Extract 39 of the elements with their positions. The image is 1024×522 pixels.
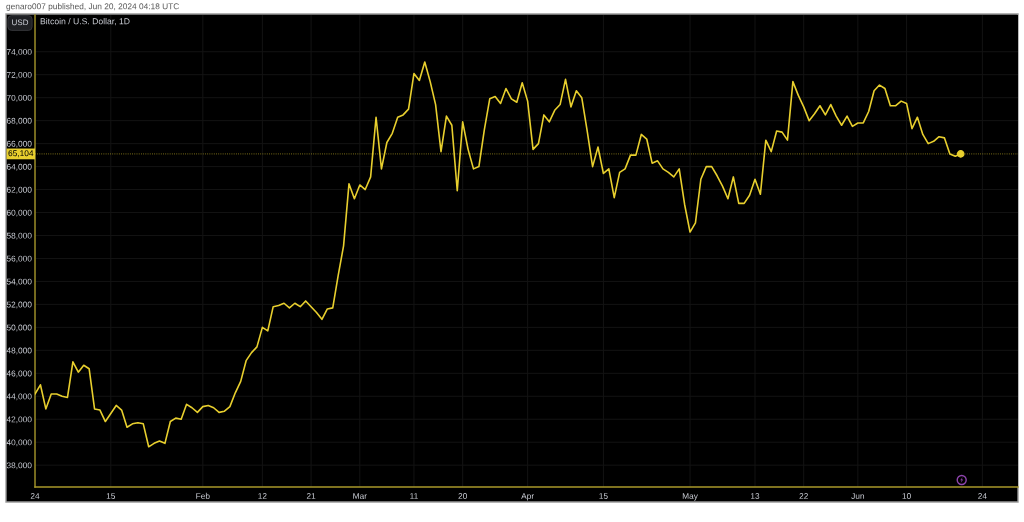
chart-title: Bitcoin / U.S. Dollar, 1D xyxy=(40,17,130,26)
x-tick-label: 21 xyxy=(306,493,316,499)
y-tick-label: 54,000 xyxy=(6,278,32,286)
x-tick-label: 20 xyxy=(458,493,467,499)
y-tick-label: 60,000 xyxy=(6,209,32,217)
y-tick-label: 68,000 xyxy=(6,117,32,125)
y-tick-label: 52,000 xyxy=(6,301,32,309)
x-tick-label: Mar xyxy=(353,493,367,499)
x-tick-label: 15 xyxy=(106,493,116,499)
x-tick-label: 15 xyxy=(599,493,608,499)
y-tick-label: 50,000 xyxy=(6,324,32,332)
y-tick-label: 66,000 xyxy=(6,140,32,148)
x-tick-label: Apr xyxy=(521,493,534,501)
x-tick-label: 12 xyxy=(258,493,267,499)
y-tick-label: 46,000 xyxy=(6,370,32,378)
y-tick-label: 70,000 xyxy=(6,94,32,102)
y-tick-label: 58,000 xyxy=(6,232,32,240)
x-tick-label: Feb xyxy=(196,492,210,499)
y-tick-label: 42,000 xyxy=(6,416,32,424)
ref-line-label: 65,104 xyxy=(8,150,34,158)
y-tick-label: 40,000 xyxy=(6,439,32,447)
text: genaro007 published, Jun 20, 2024 04:18 UTC xyxy=(6,3,179,11)
y-tick-label: 62,000 xyxy=(6,186,32,194)
y-tick-label: 48,000 xyxy=(6,347,32,355)
x-tick-label: 10 xyxy=(902,493,911,499)
y-tick-label: 44,000 xyxy=(6,393,32,401)
x-tick-label: 11 xyxy=(410,493,418,499)
x-tick-label: Jun xyxy=(851,493,865,499)
x-tick-label: 24 xyxy=(30,493,40,499)
y-axis-title: USD xyxy=(12,19,29,26)
x-tick-label: 24 xyxy=(978,493,987,499)
y-tick-label: 64,000 xyxy=(6,163,32,171)
x-tick-label: 13 xyxy=(751,493,760,499)
y-tick-label: 56,000 xyxy=(6,255,32,263)
x-tick-label: 22 xyxy=(799,493,808,499)
y-tick-label: 38,000 xyxy=(6,462,32,470)
y-tick-label: 74,000 xyxy=(6,48,32,56)
x-tick-label: May xyxy=(682,493,698,501)
y-tick-label: 72,000 xyxy=(6,71,32,79)
